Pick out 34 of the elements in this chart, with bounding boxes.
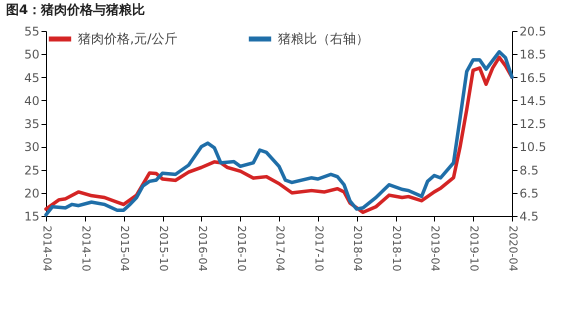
y2-tick-label: 4.5 <box>520 210 539 224</box>
y-tick-label: 20 <box>24 186 40 200</box>
y2-tick-label: 18.5 <box>520 48 546 62</box>
y2-tick-label: 20.5 <box>520 24 546 38</box>
x-tick-label: 2017-04 <box>274 226 286 272</box>
x-tick-label: 2015-10 <box>157 226 170 272</box>
y-tick-label: 15 <box>24 210 40 224</box>
y-tick-label: 30 <box>24 140 40 154</box>
x-tick-label: 2016-10 <box>234 226 248 272</box>
x-tick-label: 2019-10 <box>468 226 481 272</box>
y2-tick-label: 10.5 <box>520 140 546 154</box>
legend-label: 猪肉价格,元/公斤 <box>78 32 178 47</box>
y2-tick-label: 6.5 <box>520 186 539 200</box>
y-tick-label: 55 <box>24 24 40 38</box>
chart-title: 图4：猪肉价格与猪粮比 <box>6 2 146 18</box>
y-tick-label: 25 <box>24 163 40 178</box>
x-tick-label: 2017-10 <box>312 226 326 272</box>
y2-tick-label: 8.5 <box>520 163 539 178</box>
y-tick-label: 40 <box>24 94 40 108</box>
x-tick-label: 2015-04 <box>118 226 132 272</box>
x-tick-label: 2016-04 <box>196 226 209 272</box>
x-tick-label: 2018-10 <box>390 226 403 272</box>
y2-tick-label: 14.5 <box>520 94 546 108</box>
y-tick-label: 50 <box>24 48 40 62</box>
x-tick-label: 2019-04 <box>428 226 442 272</box>
y-tick-label: 35 <box>24 117 40 131</box>
x-tick-label: 2020-04 <box>506 226 520 272</box>
y2-tick-label: 12.5 <box>520 117 546 131</box>
x-tick-label: 2018-04 <box>351 226 364 272</box>
y-tick-label: 45 <box>24 70 40 85</box>
x-tick-label: 2014-10 <box>79 226 92 272</box>
x-tick-label: 2014-04 <box>40 226 54 272</box>
y2-tick-label: 16.5 <box>520 70 546 85</box>
legend-label: 猪粮比（右轴） <box>278 32 369 47</box>
